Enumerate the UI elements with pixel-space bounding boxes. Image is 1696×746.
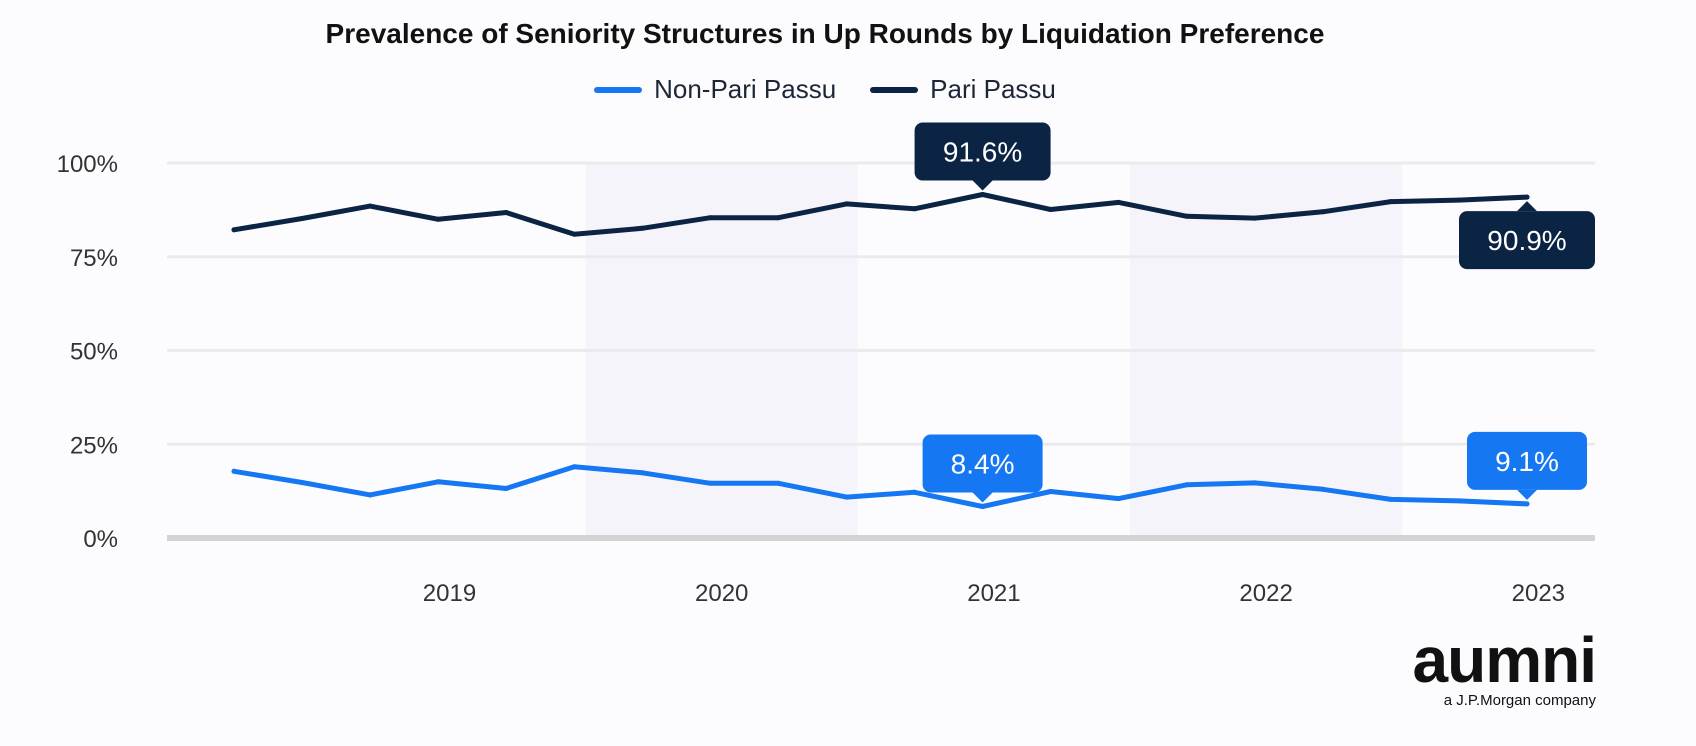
data-point-non-pari-passu — [980, 504, 986, 509]
legend-item-non-pari-passu: Non-Pari Passu — [594, 74, 836, 105]
data-point-pari-passu — [843, 201, 849, 207]
data-point-pari-passu — [1116, 199, 1122, 205]
data-point-pari-passu — [1048, 207, 1054, 212]
y-tick-label: 50% — [70, 339, 118, 366]
data-point-non-pari-passu — [639, 470, 645, 476]
data-point-pari-passu — [1456, 197, 1462, 203]
callout-pointer — [972, 180, 993, 191]
data-point-non-pari-passu — [1524, 501, 1530, 507]
data-point-non-pari-passu — [1320, 486, 1326, 492]
aumni-logo: aumni — [1412, 624, 1597, 696]
x-tick-label-2020: 2020 — [695, 580, 748, 607]
data-point-pari-passu — [571, 231, 577, 237]
callout-box — [922, 434, 1043, 493]
data-point-non-pari-passu — [231, 468, 237, 474]
data-point-non-pari-passu — [503, 486, 509, 491]
data-point-pari-passu — [1524, 194, 1530, 200]
callout-pointer — [1517, 489, 1537, 500]
data-point-pari-passu — [299, 216, 305, 221]
callout-pointer — [1517, 201, 1537, 212]
data-point-non-pari-passu — [1116, 496, 1122, 502]
data-point-non-pari-passu — [299, 480, 305, 485]
data-point-non-pari-passu — [843, 494, 849, 500]
legend-swatch-pari-passu — [870, 86, 919, 93]
data-point-pari-passu — [1252, 215, 1258, 221]
chart-legend: Non-Pari Passu Pari Passu — [0, 74, 1650, 105]
data-point-pari-passu — [367, 203, 373, 209]
y-tick-label: 100% — [57, 151, 118, 178]
chart-title: Prevalence of Seniority Structures in Up… — [325, 18, 1325, 49]
callout-label: 8.4% — [951, 449, 1015, 480]
callout-box — [1459, 211, 1595, 270]
data-point-non-pari-passu — [1388, 496, 1394, 502]
callout-box — [1467, 431, 1587, 490]
data-point-pari-passu — [435, 216, 441, 222]
data-point-non-pari-passu — [1184, 482, 1190, 488]
data-point-pari-passu — [1388, 199, 1394, 205]
brand-block: aumni a J.P.Morgan company — [1412, 624, 1597, 709]
x-tick-label-2022: 2022 — [1239, 580, 1292, 607]
data-point-pari-passu — [1320, 209, 1326, 215]
x-tick-label-2023: 2023 — [1512, 580, 1565, 607]
data-point-pari-passu — [912, 206, 918, 212]
data-point-pari-passu — [1184, 213, 1190, 219]
data-point-pari-passu — [503, 210, 509, 215]
data-point-non-pari-passu — [1456, 498, 1462, 504]
legend-label-non-pari-passu: Non-Pari Passu — [654, 74, 837, 104]
y-tick-label: 75% — [70, 245, 118, 272]
series-line-non-pari-passu — [231, 464, 1530, 509]
data-point-pari-passu — [980, 192, 986, 197]
data-point-pari-passu — [707, 215, 713, 221]
data-point-pari-passu — [775, 215, 781, 221]
legend-swatch-non-pari-passu — [594, 86, 643, 93]
legend-label-pari-passu: Pari Passu — [930, 74, 1056, 104]
data-point-non-pari-passu — [1048, 489, 1054, 494]
callout-label: 90.9% — [1487, 225, 1566, 256]
y-tick-label: 25% — [70, 432, 118, 459]
data-point-non-pari-passu — [1252, 480, 1258, 486]
x-tick-label-2021: 2021 — [967, 580, 1020, 607]
series-line-pari-passu — [231, 192, 1530, 237]
data-point-non-pari-passu — [707, 480, 713, 486]
callout-label: 91.6% — [943, 137, 1022, 168]
legend-item-pari-passu: Pari Passu — [870, 74, 1056, 105]
callout-pointer — [972, 492, 993, 503]
x-tick-label-2019: 2019 — [423, 580, 476, 607]
callout-box — [914, 122, 1051, 181]
brand-tagline: a J.P.Morgan company — [1443, 692, 1596, 709]
data-point-non-pari-passu — [367, 492, 373, 498]
data-point-non-pari-passu — [775, 480, 781, 486]
data-point-pari-passu — [639, 225, 645, 231]
data-point-non-pari-passu — [571, 464, 577, 470]
data-point-pari-passu — [231, 227, 237, 233]
data-point-non-pari-passu — [912, 489, 918, 495]
y-tick-label: 0% — [83, 526, 118, 553]
callout-label: 9.1% — [1495, 446, 1559, 477]
data-point-non-pari-passu — [435, 479, 441, 485]
